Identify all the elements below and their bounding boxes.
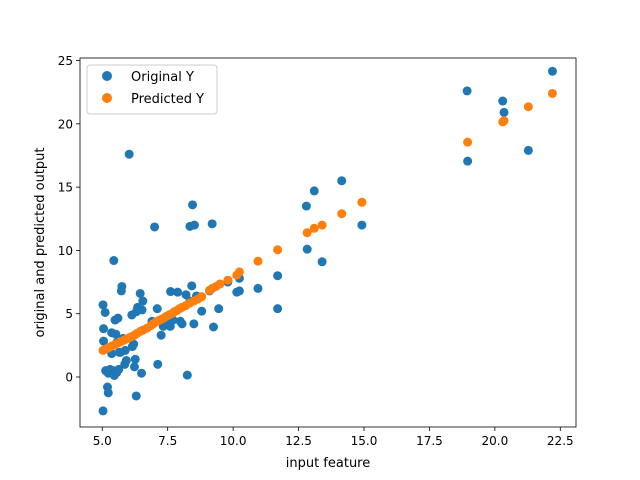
legend: Original Y Predicted Y — [86, 64, 218, 115]
data-point — [223, 275, 233, 285]
legend-label-original: Original Y — [131, 70, 194, 85]
legend-marker-original — [102, 71, 112, 81]
data-point — [177, 319, 187, 329]
data-point — [121, 356, 131, 366]
data-point — [302, 244, 312, 254]
series-predicted — [98, 88, 557, 355]
data-point — [302, 228, 312, 238]
x-axis: 5.0 7.5 10.0 12.5 15.0 17.5 20.0 22.5 — [93, 427, 574, 448]
data-point — [99, 336, 109, 346]
y-tick-label: 0 — [65, 370, 73, 384]
data-point — [156, 330, 166, 340]
y-axis-label: original and predicted output — [33, 148, 48, 338]
x-tick-label: 22.5 — [547, 434, 574, 448]
data-point — [113, 313, 123, 323]
points-layer — [98, 66, 557, 416]
data-point — [547, 66, 557, 76]
legend-box — [86, 64, 218, 115]
y-tick-label: 20 — [58, 117, 73, 131]
data-point — [182, 370, 192, 380]
y-tick-label: 15 — [58, 181, 73, 195]
x-tick-label: 15.0 — [351, 434, 378, 448]
data-point — [234, 267, 244, 277]
data-point — [357, 220, 367, 230]
data-point — [463, 137, 473, 147]
data-point — [317, 220, 327, 230]
data-point — [462, 86, 472, 96]
legend-marker-predicted — [102, 93, 112, 103]
data-point — [150, 222, 160, 232]
data-point — [498, 96, 508, 106]
data-point — [111, 329, 121, 339]
x-tick-label: 5.0 — [93, 434, 112, 448]
data-point — [188, 200, 198, 210]
data-point — [309, 186, 319, 196]
data-point — [337, 176, 347, 186]
data-point — [152, 304, 162, 314]
data-point — [273, 304, 283, 314]
data-point — [166, 287, 176, 297]
data-point — [129, 339, 139, 349]
x-tick-label: 20.0 — [482, 434, 509, 448]
data-point — [138, 296, 148, 306]
data-point — [117, 281, 127, 291]
data-point — [273, 271, 283, 281]
y-tick-label: 25 — [58, 54, 73, 68]
data-point — [197, 292, 207, 302]
data-point — [523, 145, 533, 155]
data-point — [197, 306, 207, 316]
data-point — [187, 281, 197, 291]
y-tick-label: 10 — [58, 244, 73, 258]
x-tick-label: 10.0 — [220, 434, 247, 448]
data-point — [207, 219, 217, 229]
data-point — [120, 345, 130, 355]
data-point — [317, 257, 327, 267]
data-point — [547, 88, 557, 98]
data-point — [189, 220, 199, 230]
data-point — [114, 364, 124, 374]
x-tick-label: 7.5 — [158, 434, 177, 448]
data-point — [124, 149, 134, 159]
data-point — [234, 286, 244, 296]
data-point — [173, 287, 183, 297]
data-point — [99, 324, 109, 334]
data-point — [337, 209, 347, 219]
data-point — [103, 388, 113, 398]
data-point — [499, 107, 509, 117]
legend-label-predicted: Predicted Y — [131, 92, 204, 107]
data-point — [273, 245, 283, 255]
data-point — [109, 256, 119, 266]
data-point — [153, 359, 163, 369]
data-point — [253, 256, 263, 266]
data-point — [357, 197, 367, 207]
data-point — [189, 319, 199, 329]
data-point — [137, 368, 147, 378]
data-point — [463, 156, 473, 166]
data-point — [214, 304, 224, 314]
data-point — [253, 283, 263, 293]
y-tick-label: 5 — [65, 307, 73, 321]
data-point — [129, 362, 139, 372]
x-tick-label: 12.5 — [285, 434, 312, 448]
data-point — [135, 288, 145, 298]
data-point — [523, 102, 533, 112]
data-point — [100, 307, 110, 317]
data-point — [137, 305, 147, 315]
data-point — [301, 201, 311, 211]
plot-area-frame — [79, 57, 577, 428]
data-point — [309, 223, 319, 233]
x-axis-label: input feature — [286, 456, 371, 471]
x-tick-label: 17.5 — [416, 434, 443, 448]
data-point — [499, 116, 509, 126]
data-point — [131, 391, 141, 401]
data-point — [98, 406, 108, 416]
data-point — [208, 322, 218, 332]
data-point — [130, 354, 140, 364]
y-axis: 0 5 10 15 20 25 — [58, 54, 80, 384]
data-point — [98, 300, 108, 310]
data-point — [215, 279, 225, 289]
